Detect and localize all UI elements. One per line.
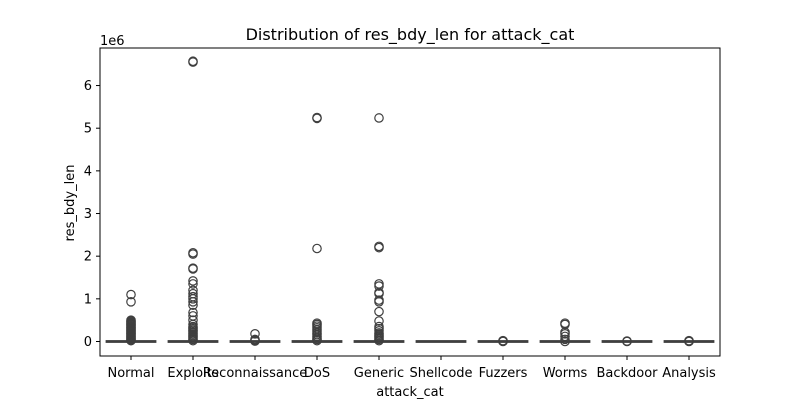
boxes-layer	[105, 56, 715, 347]
outlier-point	[188, 307, 198, 318]
y-tick-label: 6	[84, 79, 92, 94]
x-tick-label: Shellcode	[409, 366, 472, 381]
x-tick-label: Backdoor	[596, 366, 658, 381]
outlier-point	[312, 318, 322, 328]
outlier-point	[126, 297, 136, 307]
outlier-point	[560, 318, 570, 328]
outlier-point	[560, 331, 570, 342]
box-group	[105, 289, 157, 346]
box-group	[477, 335, 529, 347]
outlier-point	[188, 279, 198, 289]
y-tick-label: 2	[84, 250, 92, 265]
outlier-point	[622, 336, 632, 346]
box-group	[167, 56, 219, 346]
outlier-point	[312, 243, 322, 254]
outlier-point	[188, 285, 198, 296]
outlier-point	[374, 279, 384, 289]
box-group	[601, 336, 653, 347]
outlier-point	[126, 289, 136, 300]
outlier-point	[188, 247, 198, 258]
x-tick-label: DoS	[304, 366, 330, 381]
outlier-point	[250, 329, 260, 339]
outlier-point	[188, 56, 198, 67]
y-tick-label: 0	[84, 335, 92, 350]
box-group	[291, 112, 343, 346]
y-axis-ticks: 0 1 2 3 4 5 6	[84, 79, 100, 350]
outlier-point	[312, 112, 322, 123]
box-group	[229, 329, 281, 346]
outlier-point	[374, 316, 384, 326]
outlier-point	[188, 311, 198, 321]
outlier-point	[498, 335, 508, 346]
outlier-point	[374, 295, 384, 305]
x-tick-label: Reconnaissance	[203, 366, 308, 381]
y-axis-label: res_bdy_len	[63, 165, 78, 242]
outlier-point	[188, 276, 198, 286]
chart-title: Distribution of res_bdy_len for attack_c…	[246, 25, 575, 45]
outlier-point	[560, 334, 570, 345]
x-tick-label: Normal	[107, 366, 154, 381]
outlier-point	[374, 321, 384, 332]
box-group	[415, 340, 467, 343]
y-offset-label: 1e6	[100, 34, 125, 49]
x-tick-label: Worms	[543, 366, 588, 381]
box-group	[539, 318, 591, 347]
box-group	[353, 113, 405, 346]
y-tick-label: 4	[84, 164, 92, 179]
x-tick-label: Generic	[354, 366, 404, 381]
plot-frame	[99, 47, 721, 357]
outlier-point	[188, 291, 198, 302]
outlier-point	[126, 315, 136, 325]
x-tick-label: Analysis	[662, 366, 716, 381]
outlier-point	[374, 113, 384, 123]
x-tick-label: Exploits	[167, 366, 218, 381]
outlier-point	[188, 288, 198, 299]
outlier-point	[250, 334, 260, 345]
outlier-point	[188, 315, 198, 325]
outlier-point	[684, 335, 694, 346]
box-group	[663, 335, 715, 347]
outlier-point	[374, 241, 384, 252]
x-tick-label: Fuzzers	[479, 366, 528, 381]
y-tick-label: 1	[84, 292, 92, 307]
outlier-point	[374, 306, 384, 317]
outlier-point	[188, 263, 198, 273]
y-tick-label: 5	[84, 122, 92, 137]
x-axis-label: attack_cat	[376, 385, 444, 400]
y-tick-label: 3	[84, 207, 92, 222]
